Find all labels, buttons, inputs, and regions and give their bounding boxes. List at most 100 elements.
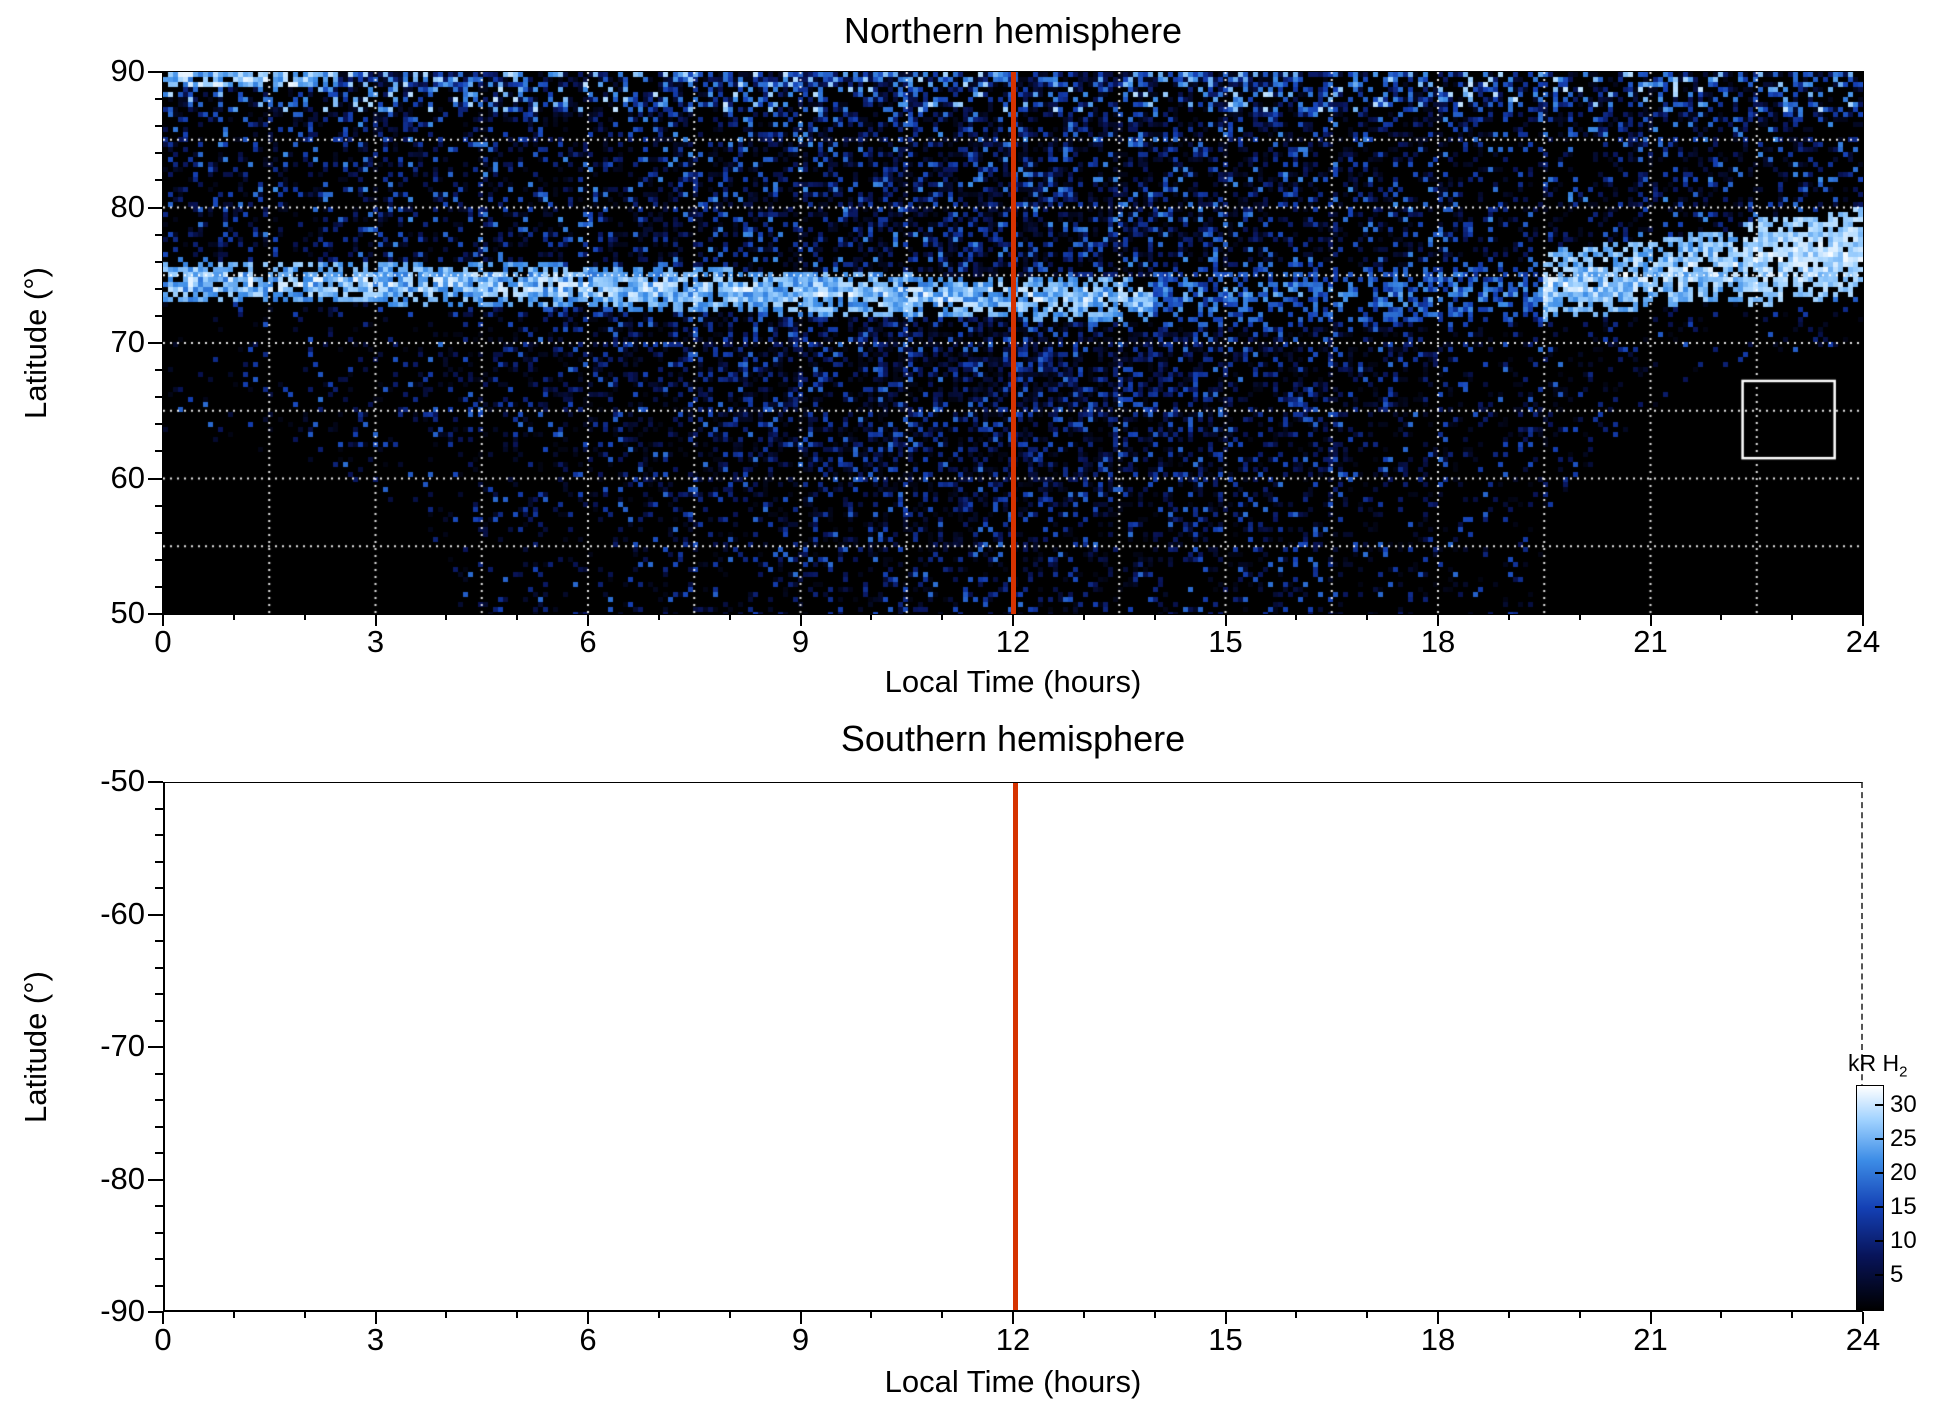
south-xaxis-label: Local Time (hours) bbox=[884, 1364, 1142, 1399]
y-minor-tick-mark bbox=[155, 423, 163, 426]
y-minor-tick-mark bbox=[155, 940, 163, 942]
y-tick-mark bbox=[148, 913, 163, 916]
x-tick-mark bbox=[445, 1312, 448, 1318]
colorbar-tick-label: 5 bbox=[1890, 1261, 1904, 1289]
x-tick-label: 21 bbox=[1633, 624, 1668, 659]
y-minor-tick-mark bbox=[155, 531, 163, 534]
x-tick-mark bbox=[303, 1312, 306, 1318]
y-tick-mark bbox=[148, 781, 163, 783]
y-minor-tick-mark bbox=[155, 585, 163, 588]
x-tick-mark bbox=[1507, 1312, 1510, 1318]
x-tick-mark bbox=[1862, 614, 1864, 626]
y-minor-tick-mark bbox=[155, 287, 163, 290]
x-tick-mark bbox=[1295, 614, 1298, 620]
x-tick-mark bbox=[870, 1312, 873, 1318]
x-tick-mark bbox=[728, 1312, 731, 1318]
south-noon-line bbox=[1012, 783, 1018, 1310]
colorbar-tick-label: 25 bbox=[1890, 1125, 1917, 1153]
x-tick-mark bbox=[1507, 614, 1510, 620]
y-minor-tick-mark bbox=[155, 1231, 163, 1234]
x-tick-mark bbox=[1720, 614, 1723, 620]
y-tick-mark bbox=[148, 1178, 163, 1181]
x-tick-mark bbox=[1295, 1312, 1298, 1318]
colorbar-tick-mark bbox=[1875, 1104, 1883, 1107]
y-minor-tick-mark bbox=[155, 1258, 163, 1260]
x-tick-mark bbox=[657, 614, 660, 620]
x-tick-label: 15 bbox=[1208, 1322, 1243, 1357]
y-minor-tick-mark bbox=[155, 504, 163, 507]
y-minor-tick-mark bbox=[155, 125, 163, 128]
y-tick-label: 60 bbox=[110, 459, 145, 495]
x-tick-mark bbox=[1082, 614, 1085, 620]
x-tick-label: 24 bbox=[1845, 1322, 1881, 1357]
y-minor-tick-mark bbox=[155, 1284, 163, 1287]
colorbar-tick-label: 15 bbox=[1890, 1193, 1917, 1221]
y-tick-label: 50 bbox=[110, 595, 145, 630]
y-tick-label: -60 bbox=[100, 895, 145, 931]
y-tick-mark bbox=[148, 1046, 163, 1048]
x-tick-mark bbox=[1649, 614, 1652, 626]
x-tick-mark bbox=[1578, 1312, 1581, 1318]
y-tick-mark bbox=[148, 206, 163, 209]
colorbar-label-subscript: 2 bbox=[1899, 1063, 1908, 1081]
x-tick-mark bbox=[799, 614, 802, 626]
x-tick-label: 6 bbox=[579, 624, 597, 659]
south-chart-title: Southern hemisphere bbox=[840, 718, 1186, 759]
x-tick-mark bbox=[657, 1312, 660, 1318]
x-tick-label: 12 bbox=[995, 624, 1031, 659]
x-tick-mark bbox=[1012, 614, 1014, 626]
y-minor-tick-mark bbox=[155, 887, 163, 889]
colorbar-label-text: kR H bbox=[1848, 1050, 1900, 1076]
x-tick-label: 15 bbox=[1208, 624, 1243, 659]
south-yaxis-label: Latitude (°) bbox=[18, 971, 53, 1123]
x-tick-mark bbox=[728, 614, 731, 620]
y-minor-tick-mark bbox=[155, 1099, 163, 1101]
y-minor-tick-mark bbox=[155, 993, 163, 995]
colorbar-tick-mark bbox=[1875, 1240, 1883, 1243]
x-tick-mark bbox=[941, 1312, 944, 1318]
y-minor-tick-mark bbox=[155, 450, 163, 453]
x-tick-label: 3 bbox=[366, 1322, 385, 1357]
y-minor-tick-mark bbox=[155, 260, 163, 263]
x-tick-mark bbox=[1012, 1312, 1014, 1324]
colorbar-tick-mark bbox=[1875, 1274, 1883, 1277]
north-xaxis-label: Local Time (hours) bbox=[884, 664, 1142, 699]
y-minor-tick-mark bbox=[155, 834, 163, 836]
south-plot-area bbox=[163, 782, 1863, 1312]
colorbar-tick-label: 30 bbox=[1890, 1091, 1917, 1119]
y-minor-tick-mark bbox=[155, 860, 163, 863]
y-minor-tick-mark bbox=[155, 179, 163, 182]
x-tick-mark bbox=[1791, 1312, 1794, 1318]
y-minor-tick-mark bbox=[155, 807, 163, 810]
y-minor-tick-mark bbox=[155, 98, 163, 101]
y-minor-tick-mark bbox=[155, 152, 163, 155]
x-tick-mark bbox=[374, 1312, 377, 1324]
x-tick-label: 21 bbox=[1633, 1322, 1668, 1357]
x-tick-mark bbox=[162, 1312, 164, 1324]
y-minor-tick-mark bbox=[155, 1152, 163, 1154]
y-tick-label: 80 bbox=[110, 188, 145, 224]
x-tick-mark bbox=[1224, 614, 1227, 626]
x-tick-mark bbox=[870, 614, 873, 620]
north-chart-title: Northern hemisphere bbox=[843, 10, 1183, 51]
x-tick-mark bbox=[1153, 1312, 1156, 1318]
x-tick-label: 24 bbox=[1845, 624, 1881, 659]
y-tick-label: 90 bbox=[110, 53, 145, 88]
y-minor-tick-mark bbox=[155, 558, 163, 561]
x-tick-mark bbox=[587, 614, 589, 626]
y-tick-mark bbox=[148, 477, 163, 480]
y-minor-tick-mark bbox=[155, 1019, 163, 1022]
colorbar-tick-label: 20 bbox=[1890, 1159, 1917, 1187]
x-tick-mark bbox=[1366, 1312, 1369, 1318]
y-minor-tick-mark bbox=[155, 1205, 163, 1207]
x-tick-mark bbox=[303, 614, 306, 620]
y-tick-label: -80 bbox=[100, 1160, 145, 1196]
y-minor-tick-mark bbox=[155, 1072, 163, 1075]
y-tick-mark bbox=[148, 71, 163, 73]
x-tick-mark bbox=[1153, 614, 1156, 620]
y-minor-tick-mark bbox=[155, 1125, 163, 1128]
y-tick-label: 70 bbox=[110, 324, 145, 359]
x-tick-mark bbox=[587, 1312, 589, 1324]
x-tick-label: 9 bbox=[791, 624, 810, 659]
colorbar-tick-label: 10 bbox=[1890, 1227, 1917, 1255]
